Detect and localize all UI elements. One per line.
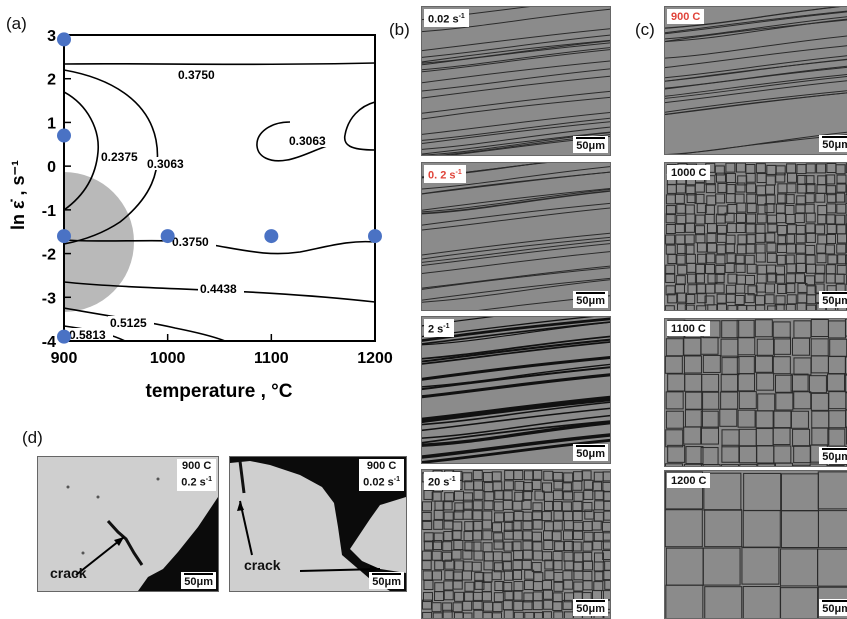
x-tick-label: 1100 xyxy=(254,350,289,367)
crack-rate-sup: -1 xyxy=(394,476,400,483)
data-point xyxy=(57,32,71,46)
strain-rate-tag: 0. 2 s-1 xyxy=(424,165,466,183)
contour-label: 0.3063 xyxy=(289,134,326,148)
crack-rate-sup: -1 xyxy=(206,476,212,483)
temp-micrograph-3: 1100 C 50μm xyxy=(664,318,847,467)
strain-rate-micrograph-2: 0. 2 s-1 50μm xyxy=(421,162,611,311)
crack-rate: 0.2 s xyxy=(181,477,205,489)
strain-rate-micrograph-1: 0.02 s-1 50μm xyxy=(421,6,611,156)
panel-label-c: (c) xyxy=(635,20,655,40)
strain-rate-tag: 0.02 s-1 xyxy=(424,9,469,27)
x-tick-label: 1000 xyxy=(150,350,186,367)
strain-rate-texture xyxy=(422,470,610,618)
data-point xyxy=(57,129,71,143)
strain-rate-texture xyxy=(422,7,610,155)
scale-bar: 50μm xyxy=(181,572,216,589)
scale-bar: 50μm xyxy=(819,447,847,464)
crack-label-2: crack xyxy=(244,557,281,573)
x-tick-label: 1200 xyxy=(357,350,393,367)
contour-label: 0.4438 xyxy=(200,282,237,296)
scale-bar: 50μm xyxy=(573,136,608,153)
strain-rate-tag: 20 s-1 xyxy=(424,472,460,490)
temp-texture xyxy=(665,471,847,618)
data-point xyxy=(368,229,382,243)
contour-label: 0.3750 xyxy=(172,235,209,249)
crack-micrograph-2: 900 C 0.02 s-1 crack 50μm xyxy=(229,456,407,592)
scale-bar: 50μm xyxy=(573,291,608,308)
strain-rate-texture xyxy=(422,317,610,463)
contour-label: 0.5125 xyxy=(110,316,147,330)
contour-line-0.3063-right-edge xyxy=(345,102,375,150)
data-point xyxy=(57,330,71,344)
temp-texture xyxy=(665,319,847,466)
crack-temp: 900 C xyxy=(181,460,212,473)
x-axis-label: temperature , °C xyxy=(146,381,293,402)
data-point xyxy=(161,229,175,243)
y-tick-label: -2 xyxy=(42,247,56,264)
temp-micrograph-1: 900 C 50μm xyxy=(664,6,847,155)
scale-bar: 50μm xyxy=(819,599,847,616)
temperature-tag: 900 C xyxy=(667,9,704,24)
contour-label: 0.3750 xyxy=(178,68,215,82)
contour-label: 0.5813 xyxy=(69,328,106,342)
contour-label: 0.2375 xyxy=(101,150,138,164)
crack-label-1: crack xyxy=(50,565,87,581)
temperature-tag: 1200 C xyxy=(667,473,710,488)
y-tick-label: -3 xyxy=(42,290,56,307)
crack-micrograph-1: 900 C 0.2 s-1 crack 50μm xyxy=(37,456,219,592)
temp-texture xyxy=(665,163,847,310)
y-tick-label: 3 xyxy=(47,28,56,45)
scale-bar: 50μm xyxy=(573,599,608,616)
data-point xyxy=(57,229,71,243)
crack-condition-tag-2: 900 C 0.02 s-1 xyxy=(359,459,404,491)
temperature-tag: 1100 C xyxy=(667,321,710,336)
y-tick-label: -1 xyxy=(42,203,56,220)
temp-texture xyxy=(665,7,847,154)
scale-bar: 50μm xyxy=(573,444,608,461)
crack-temp: 900 C xyxy=(363,460,400,473)
y-tick-label: 1 xyxy=(47,115,56,132)
scale-bar: 50μm xyxy=(819,291,847,308)
strain-rate-micrograph-4: 20 s-1 50μm xyxy=(421,469,611,619)
y-axis-label: ln ε̇ , s⁻¹ xyxy=(8,160,28,230)
temp-micrograph-4: 1200 C 50μm xyxy=(664,470,847,619)
temperature-tag: 1000 C xyxy=(667,165,710,180)
strain-rate-micrograph-3: 2 s-1 50μm xyxy=(421,316,611,464)
scale-bar: 50μm xyxy=(369,572,404,589)
crack-rate: 0.02 s xyxy=(363,477,394,489)
temp-micrograph-2: 1000 C 50μm xyxy=(664,162,847,311)
y-tick-label: 0 xyxy=(47,159,56,176)
strain-rate-texture xyxy=(422,163,610,310)
contour-line-0.3750-top xyxy=(64,63,375,64)
y-tick-label: 2 xyxy=(47,72,56,89)
x-tick-label: 900 xyxy=(51,350,78,367)
data-point xyxy=(264,229,278,243)
contour-label: 0.3063 xyxy=(147,157,184,171)
y-tick-label: -4 xyxy=(42,334,56,351)
panel-label-d: (d) xyxy=(22,428,43,448)
processing-map-chart: 0.3750 0.2375 0.3063 0.3063 0.3750 0.443… xyxy=(0,0,420,420)
crack-condition-tag-1: 900 C 0.2 s-1 xyxy=(177,459,216,491)
scale-bar: 50μm xyxy=(819,135,847,152)
strain-rate-tag: 2 s-1 xyxy=(424,319,454,337)
